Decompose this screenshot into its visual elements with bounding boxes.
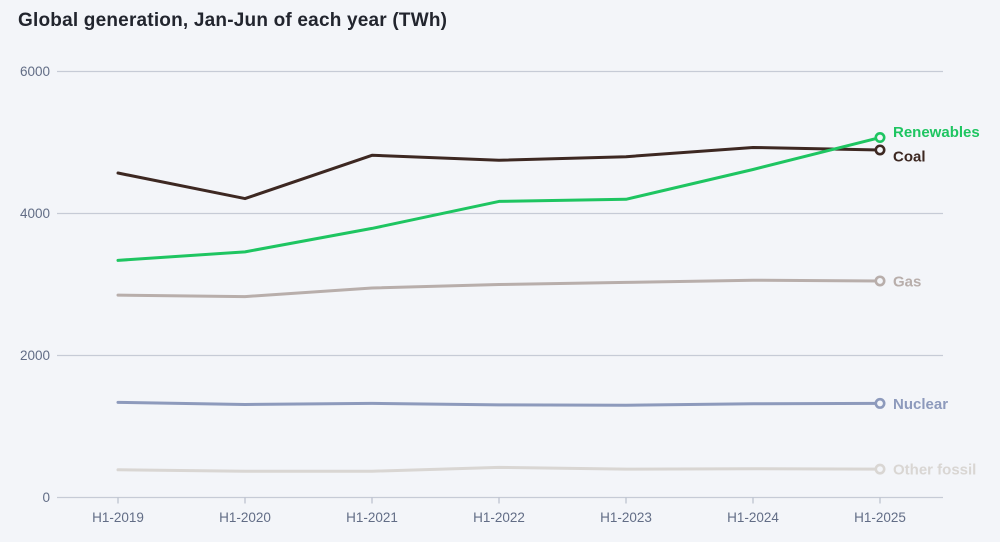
- series-endpoint-marker-renewables: [874, 132, 886, 144]
- series-label-renewables: Renewables: [893, 124, 980, 141]
- series-line-nuclear: [116, 400, 882, 407]
- series-label-nuclear: Nuclear: [893, 396, 948, 413]
- series-label-coal: Coal: [893, 148, 926, 165]
- x-axis-tick-label: H1-2019: [92, 510, 144, 525]
- series-line-gas: [116, 278, 882, 299]
- y-axis-tick-label: 2000: [20, 348, 50, 363]
- x-axis-tick-label: H1-2022: [473, 510, 525, 525]
- series-line-coal: [116, 145, 882, 201]
- chart-title: Global generation, Jan-Jun of each year …: [18, 10, 448, 31]
- series-line-other-fossil: [116, 465, 882, 473]
- x-axis-tick-label: H1-2025: [854, 510, 906, 525]
- x-axis-tick-label: H1-2020: [219, 510, 271, 525]
- series-endpoint-marker-gas: [874, 275, 886, 287]
- series-label-other-fossil: Other fossil: [893, 462, 976, 479]
- series-endpoint-marker-coal: [874, 144, 886, 156]
- x-axis-tick-label: H1-2024: [727, 510, 779, 525]
- y-axis-tick-label: 6000: [20, 64, 50, 79]
- x-axis-tick-label: H1-2021: [346, 510, 398, 525]
- series-endpoint-marker-other-fossil: [874, 463, 886, 475]
- series-line-renewables: [116, 136, 882, 262]
- series-endpoint-marker-nuclear: [874, 397, 886, 409]
- series-label-gas: Gas: [893, 273, 921, 290]
- y-axis-tick-label: 4000: [20, 206, 50, 221]
- y-axis-tick-label: 0: [42, 490, 50, 505]
- x-axis-tick-label: H1-2023: [600, 510, 652, 525]
